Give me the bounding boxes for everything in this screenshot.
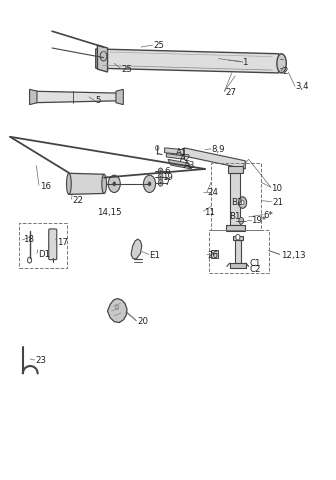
Circle shape [158,168,163,175]
Circle shape [108,175,120,192]
Circle shape [115,305,119,310]
Text: 5: 5 [96,96,101,105]
Polygon shape [116,89,123,105]
Text: 20: 20 [137,317,148,326]
FancyBboxPatch shape [49,229,57,260]
Polygon shape [233,236,243,240]
Text: 18: 18 [23,236,34,244]
Polygon shape [211,250,218,258]
Text: 21: 21 [272,198,283,207]
Text: D1: D1 [38,250,50,259]
Polygon shape [108,299,127,323]
Ellipse shape [277,54,286,73]
Circle shape [236,234,240,240]
Circle shape [100,51,107,61]
Text: 27: 27 [225,88,236,96]
Text: 22: 22 [72,196,83,204]
Circle shape [158,180,163,186]
Polygon shape [33,91,119,103]
FancyBboxPatch shape [230,173,240,225]
FancyBboxPatch shape [235,240,241,263]
Polygon shape [228,166,243,173]
Text: B2: B2 [231,198,243,207]
Text: C1: C1 [249,260,261,268]
Text: 11: 11 [204,208,215,216]
Text: 19: 19 [162,173,173,181]
Text: 16: 16 [40,182,51,191]
Circle shape [160,170,161,172]
Polygon shape [96,49,279,73]
Text: 25: 25 [121,65,132,73]
Text: 1: 1 [242,58,247,67]
Text: 19*: 19* [251,216,266,225]
Circle shape [239,197,247,208]
Text: 25: 25 [153,41,164,49]
Text: 6*: 6* [264,211,274,219]
Text: A2: A2 [180,155,191,163]
Text: A3: A3 [184,161,196,169]
Text: 2: 2 [282,67,288,75]
Circle shape [28,257,32,263]
Polygon shape [131,239,142,259]
Text: 10: 10 [271,184,283,192]
Circle shape [143,175,156,192]
Circle shape [158,174,163,180]
Polygon shape [230,263,246,268]
Circle shape [148,182,151,186]
Polygon shape [166,154,185,159]
Circle shape [160,176,161,178]
Text: 26: 26 [208,251,219,260]
Circle shape [156,145,159,150]
Ellipse shape [67,173,71,194]
Polygon shape [69,173,104,194]
Ellipse shape [102,174,107,193]
Circle shape [160,182,161,184]
Text: 6: 6 [165,167,170,176]
Text: 23: 23 [35,357,46,365]
Text: 12,13: 12,13 [281,251,305,260]
Text: B1: B1 [229,213,241,221]
Text: A1: A1 [176,148,188,157]
Polygon shape [97,45,108,72]
Circle shape [113,182,116,186]
Text: 7: 7 [165,179,170,187]
Polygon shape [226,225,245,231]
Text: 3,4: 3,4 [296,82,309,91]
Text: E1: E1 [150,251,161,260]
Polygon shape [184,148,245,169]
Polygon shape [168,159,192,169]
Text: C2: C2 [249,265,261,274]
Text: 8,9: 8,9 [212,145,225,154]
Text: 24: 24 [208,189,219,197]
Polygon shape [30,89,37,105]
Polygon shape [165,148,184,155]
Circle shape [239,217,244,224]
Text: 14,15: 14,15 [97,208,122,216]
Text: 17: 17 [57,238,68,247]
Circle shape [241,201,244,204]
